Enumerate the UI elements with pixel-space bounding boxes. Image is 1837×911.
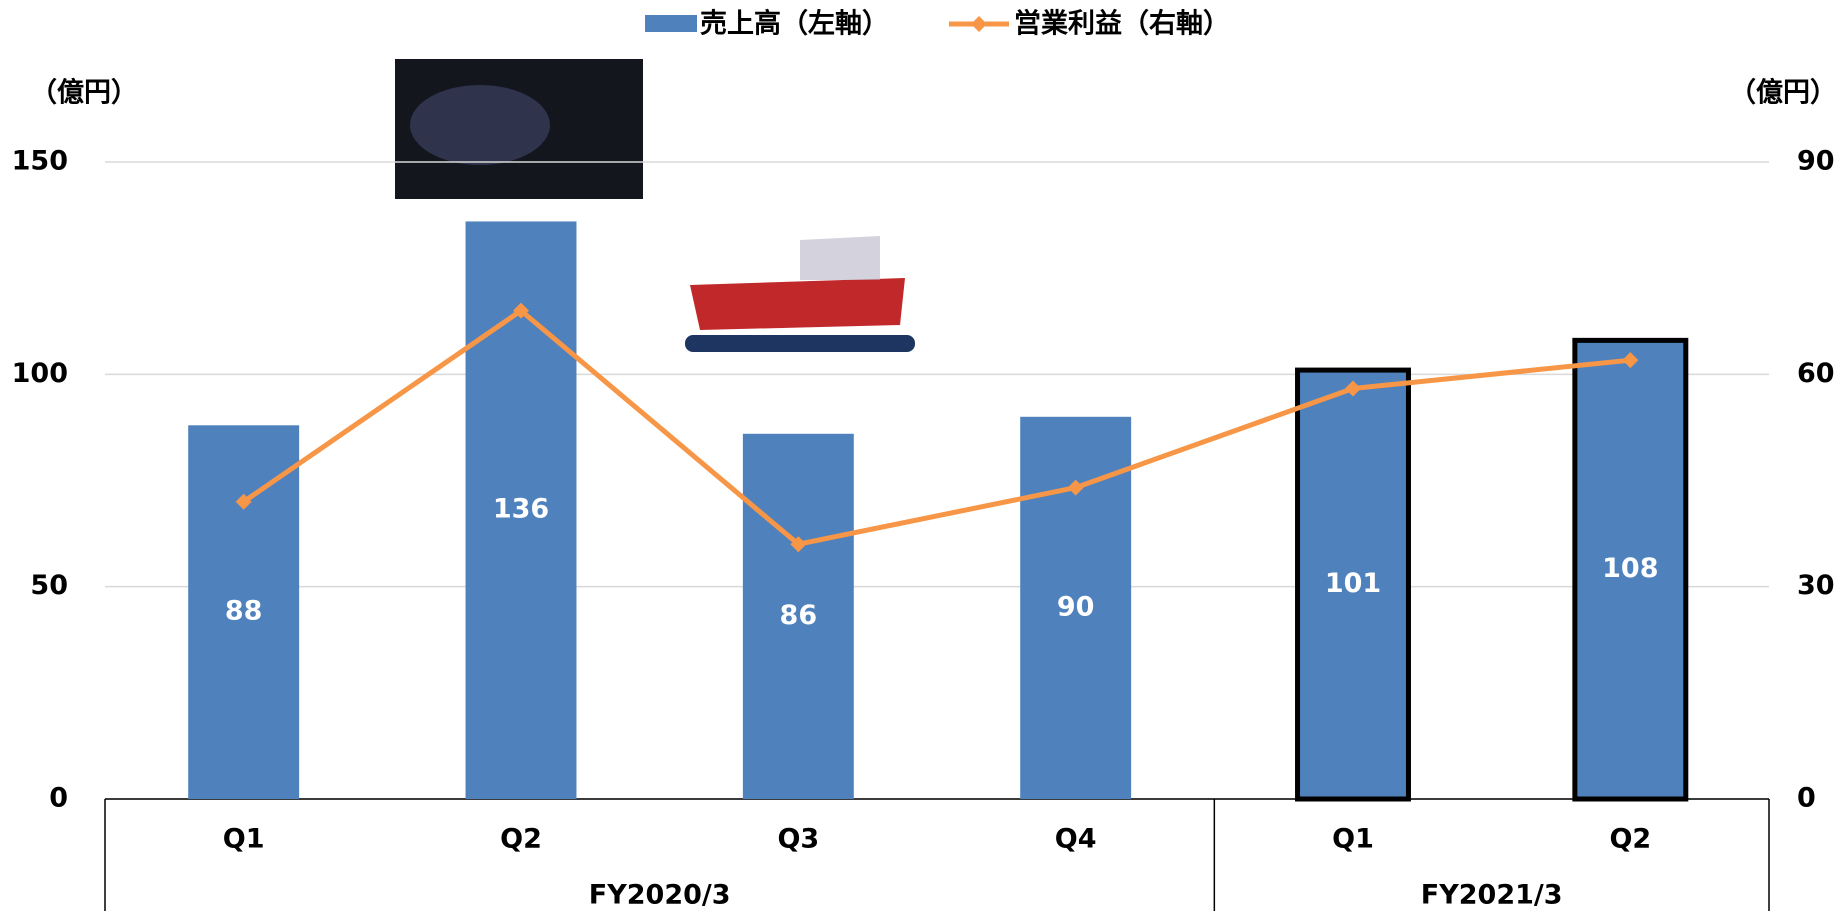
legend-marker	[971, 16, 987, 32]
y-tick-label: 100	[12, 358, 68, 389]
dragon-quest-logo	[685, 236, 915, 352]
bar-value-label: 101	[1325, 568, 1381, 599]
line-marker	[1067, 479, 1084, 496]
x-tick-label: Q1	[1332, 824, 1374, 855]
line-marker	[790, 536, 807, 553]
y-tick-label: 0	[49, 783, 68, 814]
bar	[742, 433, 854, 799]
x-tick-label: Q4	[1055, 824, 1097, 855]
legend-label: 売上高（左軸）	[700, 8, 889, 40]
line	[242, 307, 1631, 547]
x-tick-label: Q3	[777, 824, 819, 855]
group-label: FY2021/3	[1421, 880, 1563, 911]
bar-value-label: 86	[780, 600, 818, 631]
bar	[1295, 367, 1411, 802]
bar-value-label: 88	[225, 596, 263, 627]
y2-tick-label: 90	[1797, 146, 1835, 177]
bar	[188, 425, 300, 799]
line-marker	[1622, 352, 1639, 369]
x-tick-label: Q2	[1609, 824, 1651, 855]
legend-label: 営業利益（右軸）	[1014, 8, 1230, 40]
logo-art	[410, 85, 550, 165]
y2-tick-label: 0	[1797, 783, 1816, 814]
y2-unit-label: （億円）	[1729, 78, 1837, 109]
y2-tick-label: 30	[1797, 570, 1835, 601]
y-unit-label: （億円）	[30, 78, 138, 109]
y-tick-label: 50	[30, 570, 68, 601]
group-label: FY2020/3	[589, 880, 731, 911]
legend-swatch	[645, 15, 697, 32]
bar	[1572, 337, 1689, 802]
bar-value-label: 90	[1057, 591, 1095, 622]
bar-value-label: 108	[1602, 553, 1658, 584]
x-tick-label: Q1	[223, 824, 265, 855]
line-marker	[235, 493, 252, 510]
x-tick-label: Q2	[500, 824, 542, 855]
line-marker	[513, 302, 529, 319]
y2-tick-label: 60	[1797, 358, 1835, 389]
line-marker	[1345, 380, 1361, 397]
y-tick-label: 150	[12, 146, 68, 177]
bar-value-label: 136	[493, 494, 549, 525]
